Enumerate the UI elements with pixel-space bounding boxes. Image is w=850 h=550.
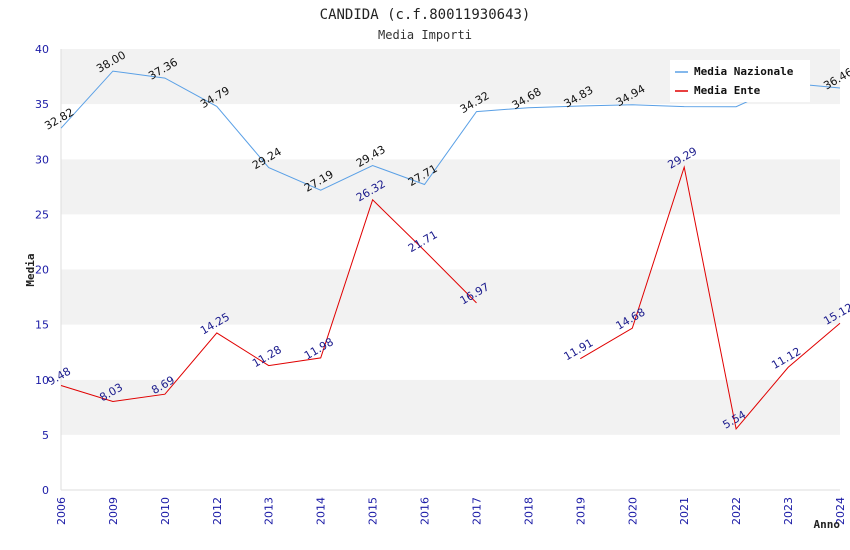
x-tick-label: 2006 xyxy=(55,497,68,525)
y-tick-label: 30 xyxy=(35,153,49,166)
y-tick-label: 10 xyxy=(35,374,49,387)
x-tick-label: 2023 xyxy=(782,497,795,525)
x-axis-ticks: 2006 2009 2010 2012 2013 2014 2015 2016 2017 2018… xyxy=(55,497,847,525)
x-tick-label: 2012 xyxy=(211,497,224,525)
y-axis-label: Media xyxy=(24,253,37,286)
y-tick-label: 20 xyxy=(35,264,49,277)
x-axis-label: Anno xyxy=(814,518,841,531)
x-tick-label: 2010 xyxy=(159,497,172,525)
legend: Media Nazionale Media Ente xyxy=(670,60,810,102)
series-line-nazionale xyxy=(60,70,841,191)
y-tick-label: 0 xyxy=(42,484,49,497)
y-axis-ticks: 0 5 10 15 20 25 30 35 40 xyxy=(35,43,49,497)
legend-label-ente: Media Ente xyxy=(694,84,761,97)
x-tick-label: 2021 xyxy=(678,497,691,525)
series-line-ente xyxy=(60,198,477,403)
legend-box xyxy=(670,60,810,102)
chart-subtitle: Media Importi xyxy=(378,28,472,42)
x-tick-label: 2020 xyxy=(626,497,639,525)
x-tick-label: 2018 xyxy=(522,497,535,525)
x-tick-label: 2016 xyxy=(419,497,432,525)
x-tick-label: 2022 xyxy=(730,497,743,525)
y-tick-label: 40 xyxy=(35,43,49,56)
y-tick-label: 5 xyxy=(42,429,49,442)
x-tick-label: 2015 xyxy=(367,497,380,525)
grid-band xyxy=(61,214,840,270)
y-tick-label: 15 xyxy=(35,319,49,332)
series-lines xyxy=(60,70,841,431)
grid-band xyxy=(61,379,840,435)
grid-band xyxy=(61,104,840,160)
series-line-ente xyxy=(580,165,841,431)
x-tick-label: 2024 xyxy=(834,497,847,525)
y-tick-label: 25 xyxy=(35,208,49,221)
grid-band xyxy=(61,434,840,490)
x-tick-label: 2017 xyxy=(470,497,483,525)
grid-band xyxy=(61,324,840,380)
grid-bands xyxy=(60,49,840,491)
x-tick-label: 2014 xyxy=(315,497,328,525)
chart-title: CANDIDA (c.f.80011930643) xyxy=(320,7,531,23)
x-tick-label: 2009 xyxy=(107,497,120,525)
x-tick-label: 2013 xyxy=(263,497,276,525)
grid-band xyxy=(61,269,840,325)
grid-band xyxy=(61,159,840,215)
legend-label-nazionale: Media Nazionale xyxy=(694,65,794,78)
x-tick-label: 2019 xyxy=(574,497,587,525)
y-tick-label: 35 xyxy=(35,98,49,111)
